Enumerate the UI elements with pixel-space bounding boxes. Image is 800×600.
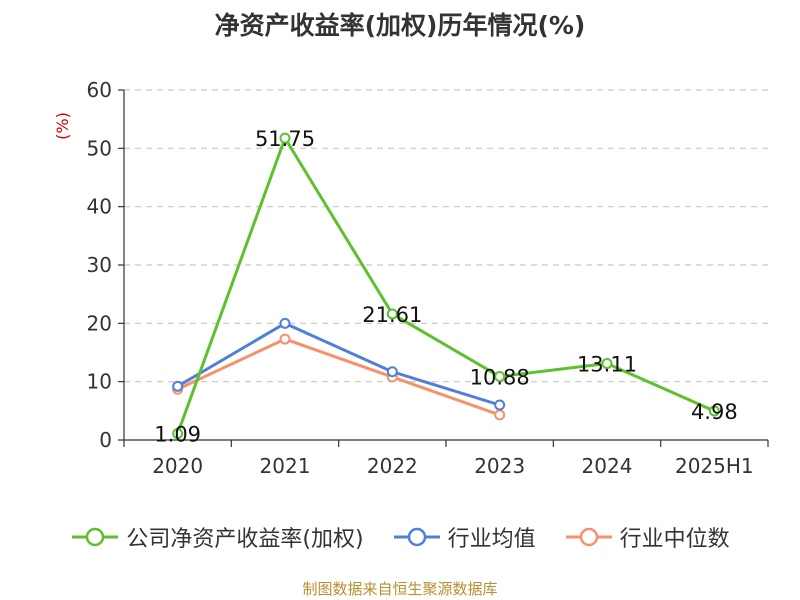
- y-tick-label: 10: [87, 370, 112, 394]
- legend-swatch-icon: [565, 527, 612, 547]
- series-line-2: [177, 337, 501, 417]
- legend-item[interactable]: 公司净资产收益率(加权): [70, 521, 364, 553]
- data-labels: 1.09 51.75 21.61 10.88 13.11 4.98: [154, 127, 737, 447]
- data-label: 51.75: [255, 127, 315, 151]
- data-point: [279, 317, 291, 329]
- data-point: [494, 409, 506, 421]
- data-label: 1.09: [154, 423, 201, 447]
- data-point: [279, 132, 291, 144]
- legend-label: 公司净资产收益率(加权): [126, 527, 364, 552]
- y-tick-label: 0: [99, 428, 112, 452]
- axes: 0 10 20 30 40 50 60 2020 2021 2022 2023 2024 2025H1: [87, 78, 769, 478]
- data-point: [386, 366, 398, 378]
- data-label: 21.61: [362, 303, 422, 327]
- x-tick-label: 2020: [152, 454, 203, 478]
- series-line-1: [176, 321, 501, 407]
- y-tick-label: 50: [87, 136, 112, 160]
- gridlines: [124, 89, 768, 383]
- y-tick-label: 30: [87, 253, 112, 277]
- data-point: [386, 308, 398, 320]
- legend: 公司净资产收益率(加权) 行业均值 行业中位数: [0, 520, 800, 554]
- data-point: [172, 380, 184, 392]
- legend-item[interactable]: 行业中位数: [564, 521, 730, 553]
- x-tick-label: 2021: [260, 454, 311, 478]
- data-point: [601, 358, 613, 370]
- x-tick-label: 2023: [474, 454, 525, 478]
- data-point: [708, 405, 720, 417]
- y-tick-label: 20: [87, 311, 112, 335]
- legend-swatch-icon: [393, 527, 440, 547]
- x-tick-label: 2022: [367, 454, 418, 478]
- data-label: 4.98: [691, 400, 738, 424]
- data-point: [494, 399, 506, 411]
- series-line-0: [176, 136, 715, 435]
- source-note: 制图数据来自恒生聚源数据库: [302, 580, 498, 598]
- legend-label: 行业中位数: [619, 527, 730, 552]
- y-tick-label: 40: [87, 195, 112, 219]
- data-label: 10.88: [470, 366, 530, 390]
- data-point: [172, 428, 184, 440]
- chart-title: 净资产收益率(加权)历年情况(%): [214, 11, 586, 40]
- data-point: [279, 333, 291, 345]
- data-point: [494, 371, 506, 383]
- x-tick-label: 2024: [582, 454, 633, 478]
- legend-swatch-icon: [72, 527, 119, 547]
- x-tick-label: 2025H1: [675, 454, 754, 478]
- y-axis-unit-label: (%): [53, 112, 72, 140]
- legend-item[interactable]: 行业均值: [392, 521, 536, 553]
- data-label: 13.11: [577, 353, 637, 377]
- legend-label: 行业均值: [447, 527, 536, 552]
- series-lines: [172, 132, 720, 440]
- y-tick-label: 60: [87, 78, 112, 102]
